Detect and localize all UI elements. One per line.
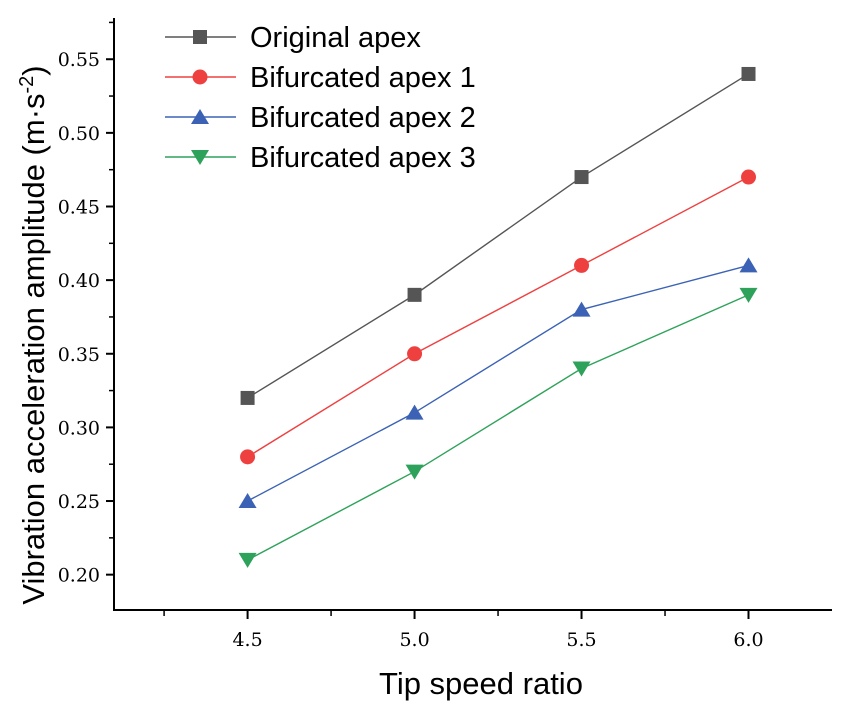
series-original-apex (240, 66, 756, 405)
y-tick-label: 0.50 (58, 123, 100, 145)
legend-label: Bifurcated apex 3 (250, 142, 476, 174)
y-axis-title-sup: -2 (16, 76, 38, 94)
data-point (572, 301, 591, 317)
data-point (741, 66, 756, 81)
y-tick-label: 0.30 (58, 417, 100, 439)
series-bifurcated-apex-1 (240, 169, 757, 465)
series-bifurcated-apex-2 (238, 257, 758, 509)
legend-label: Bifurcated apex 1 (250, 62, 476, 94)
data-point (405, 404, 424, 420)
data-point (240, 390, 255, 405)
series-bifurcated-apex-3 (238, 287, 758, 568)
data-point (739, 257, 758, 273)
y-tick-label: 0.25 (58, 491, 100, 513)
y-axis-title: Vibration acceleration amplitude (m·s-2) (16, 65, 51, 604)
x-tick-label: 6.0 (733, 629, 763, 651)
axes (113, 18, 832, 611)
legend-marker-icon (191, 150, 209, 165)
x-tick-label: 4.5 (232, 629, 262, 651)
data-point (407, 287, 422, 302)
y-axis-title-close: ) (16, 65, 51, 75)
legend-marker-icon (193, 30, 207, 44)
legend-item: Bifurcated apex 2 (165, 102, 476, 134)
series-line (247, 294, 749, 561)
legend-item: Original apex (165, 22, 421, 54)
data-point (739, 287, 758, 303)
y-tick-label: 0.35 (58, 344, 100, 366)
y-tick-label: 0.20 (58, 565, 100, 587)
data-point (240, 449, 256, 465)
legend-label: Bifurcated apex 2 (250, 102, 476, 134)
x-tick-label: 5.5 (566, 629, 596, 651)
x-tick-label: 5.0 (399, 629, 429, 651)
legend-item: Bifurcated apex 1 (165, 62, 476, 94)
series (238, 66, 758, 568)
legend-label: Original apex (250, 22, 421, 54)
data-point (407, 346, 423, 362)
x-axis-title: Tip speed ratio (379, 666, 583, 701)
ticks: 0.20 0.25 0.30 0.35 0.40 0.45 0.50 0.55 4.5 5.0 5.… (58, 21, 764, 651)
y-tick-label: 0.45 (58, 196, 100, 218)
series-line (247, 176, 749, 458)
legend-item: Bifurcated apex 3 (165, 142, 476, 174)
data-point (238, 552, 257, 568)
series-line (247, 264, 749, 502)
legend-marker-icon (191, 109, 209, 124)
y-axis-title-main: Vibration acceleration amplitude (m·s (16, 93, 51, 604)
data-point (741, 169, 757, 185)
legend-marker-icon (192, 69, 208, 85)
y-tick-label: 0.55 (58, 49, 100, 71)
data-point (572, 361, 591, 377)
y-tick-label: 0.40 (58, 270, 100, 292)
data-point (574, 170, 589, 185)
legend: Original apex Bifurcated apex 1 Bifurcated… (165, 22, 476, 174)
data-point (238, 493, 257, 509)
data-point (574, 257, 590, 273)
series-line (247, 73, 749, 399)
data-point (405, 464, 424, 480)
